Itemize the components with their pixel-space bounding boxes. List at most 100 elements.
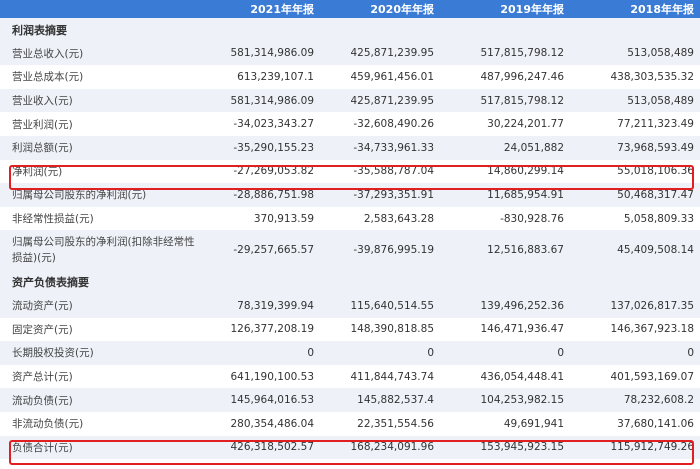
table-body: 利润表摘要 营业总收入(元) 581,314,986.09 425,871,239.… bbox=[0, 18, 700, 460]
row-value: 513,058,489 bbox=[570, 88, 700, 113]
row-value: 517,815,798.12 bbox=[440, 41, 570, 66]
row-value: 581,314,986.09 bbox=[200, 41, 320, 66]
row-value: -34,023,343.27 bbox=[233, 118, 314, 131]
row-value: 581,314,986.09 bbox=[200, 88, 320, 113]
row-label: 营业总成本(元) bbox=[12, 71, 84, 84]
row-value: 104,253,982.15 bbox=[440, 388, 570, 412]
row-value: 77,211,323.49 bbox=[617, 118, 694, 131]
row-value: 145,882,537.4 bbox=[320, 388, 440, 412]
header-year-2021: 2021年年报 bbox=[200, 0, 320, 18]
row-value: 45,409,508.14 bbox=[570, 230, 700, 271]
row-value: 78,319,399.94 bbox=[200, 293, 320, 318]
row-value: 517,815,798.12 bbox=[440, 88, 570, 113]
row-value: 280,354,486.04 bbox=[230, 417, 315, 430]
row-label: 负债合计(元) bbox=[0, 435, 200, 460]
row-label: 非流动负债(元) bbox=[12, 418, 84, 431]
row-value: 487,996,247.46 bbox=[480, 70, 565, 83]
section-title: 利润表摘要 bbox=[0, 18, 700, 42]
row-value: -27,269,053.82 bbox=[233, 165, 314, 178]
row-value: 55,018,106.36 bbox=[617, 165, 694, 178]
row-label: 净利润(元) bbox=[12, 165, 63, 178]
row-value: 115,640,514.55 bbox=[320, 293, 440, 318]
header-year-2018: 2018年年报 bbox=[570, 0, 700, 18]
row-value: 168,234,091.96 bbox=[320, 435, 440, 460]
row-label: 利润总额(元) bbox=[0, 135, 200, 160]
row-value: -35,588,787.04 bbox=[353, 165, 434, 178]
header-year-2019: 2019年年报 bbox=[440, 0, 570, 18]
row-value: 148,390,818.85 bbox=[350, 323, 435, 336]
table-row: 非流动负债(元) 280,354,486.04 22,351,554.56 49,69… bbox=[0, 412, 700, 436]
section-balance: 资产负债表摘要 bbox=[0, 270, 700, 294]
table-row: 流动负债(元) 145,964,016.53 145,882,537.4 104,25… bbox=[0, 388, 700, 412]
row-value: -29,257,665.57 bbox=[200, 230, 320, 271]
row-label: 归属母公司股东的净利润(元) bbox=[0, 183, 200, 207]
row-label: 归属母公司股东的净利润(扣除非经常性损益)(元) bbox=[0, 230, 200, 271]
table-row: 营业收入(元) 581,314,986.09 425,871,239.95 517,8… bbox=[0, 88, 700, 113]
row-value: 50,468,317.47 bbox=[570, 183, 700, 207]
row-value: 37,680,141.06 bbox=[617, 417, 694, 430]
table-row: 营业总成本(元) 613,239,107.1 459,961,456.01 487,9… bbox=[0, 65, 700, 89]
table-row: 固定资产(元) 126,377,208.19 148,390,818.85 146,4… bbox=[0, 318, 700, 342]
table-row: 归属母公司股东的净利润(元) -28,886,751.98 -37,293,351.… bbox=[0, 183, 700, 207]
row-value: 5,058,809.33 bbox=[623, 212, 694, 225]
row-value: 49,691,941 bbox=[503, 417, 564, 430]
row-value: 146,367,923.18 bbox=[610, 323, 695, 336]
row-value: 0 bbox=[320, 341, 440, 365]
row-value: 426,318,502.57 bbox=[200, 435, 320, 460]
row-label: 流动负债(元) bbox=[0, 388, 200, 412]
row-value: 30,224,201.77 bbox=[487, 118, 564, 131]
row-value: 115,912,749.26 bbox=[570, 435, 700, 460]
row-value: 425,871,239.95 bbox=[320, 41, 440, 66]
row-value: -34,733,961.33 bbox=[320, 135, 440, 160]
row-label: 营业收入(元) bbox=[0, 88, 200, 113]
row-value: 137,026,817.35 bbox=[570, 293, 700, 318]
row-value: 14,860,299.14 bbox=[487, 165, 564, 178]
row-label: 非经常性损益(元) bbox=[12, 213, 94, 226]
row-value: -35,290,155.23 bbox=[200, 135, 320, 160]
table-row: 负债合计(元) 426,318,502.57 168,234,091.96 153,9… bbox=[0, 435, 700, 460]
row-label: 营业总收入(元) bbox=[0, 41, 200, 66]
table-row: 营业总收入(元) 581,314,986.09 425,871,239.95 517,… bbox=[0, 41, 700, 66]
header-blank bbox=[0, 0, 200, 18]
row-value: -830,928.76 bbox=[500, 212, 564, 225]
row-label: 资产总计(元) bbox=[12, 371, 73, 384]
row-value: 145,964,016.53 bbox=[200, 388, 320, 412]
row-value: -37,293,351.91 bbox=[320, 183, 440, 207]
section-title: 资产负债表摘要 bbox=[0, 270, 700, 294]
row-value: 139,496,252.36 bbox=[440, 293, 570, 318]
row-value: 370,913.59 bbox=[253, 212, 314, 225]
row-value: -32,608,490.26 bbox=[353, 118, 434, 131]
row-value: 24,051,882 bbox=[440, 135, 570, 160]
row-value: 438,303,535.32 bbox=[610, 70, 695, 83]
row-value: 425,871,239.95 bbox=[320, 88, 440, 113]
row-value: 401,593,169.07 bbox=[610, 370, 695, 383]
header-row: 2021年年报 2020年年报 2019年年报 2018年年报 bbox=[0, 0, 700, 18]
row-value: 513,058,489 bbox=[570, 41, 700, 66]
row-value: 411,844,743.74 bbox=[350, 370, 435, 383]
table-row: 资产总计(元) 641,190,100.53 411,844,743.74 436,0… bbox=[0, 365, 700, 389]
table-row: 利润总额(元) -35,290,155.23 -34,733,961.33 24,05… bbox=[0, 135, 700, 160]
row-value: 0 bbox=[440, 341, 570, 365]
header-year-2020: 2020年年报 bbox=[320, 0, 440, 18]
section-income: 利润表摘要 bbox=[0, 18, 700, 42]
table-row: 营业利润(元) -34,023,343.27 -32,608,490.26 30,22… bbox=[0, 112, 700, 136]
row-value: -39,876,995.19 bbox=[320, 230, 440, 271]
row-value: 2,583,643.28 bbox=[363, 212, 434, 225]
row-value: 613,239,107.1 bbox=[237, 70, 314, 83]
row-value: 0 bbox=[570, 341, 700, 365]
row-value: 126,377,208.19 bbox=[230, 323, 315, 336]
table-row: 归属母公司股东的净利润(扣除非经常性损益)(元) -29,257,665.57 -3… bbox=[0, 230, 700, 271]
row-value: 78,232,608.2 bbox=[570, 388, 700, 412]
row-value: 12,516,883.67 bbox=[440, 230, 570, 271]
table-row: 净利润(元) -27,269,053.82 -35,588,787.04 14,860… bbox=[0, 160, 700, 184]
row-value: 73,968,593.49 bbox=[570, 135, 700, 160]
row-value: 153,945,923.15 bbox=[440, 435, 570, 460]
row-label: 固定资产(元) bbox=[12, 323, 73, 336]
row-value: 11,685,954.91 bbox=[440, 183, 570, 207]
row-value: 641,190,100.53 bbox=[230, 370, 315, 383]
row-value: 0 bbox=[200, 341, 320, 365]
row-value: 146,471,936.47 bbox=[480, 323, 565, 336]
row-value: 22,351,554.56 bbox=[357, 417, 434, 430]
